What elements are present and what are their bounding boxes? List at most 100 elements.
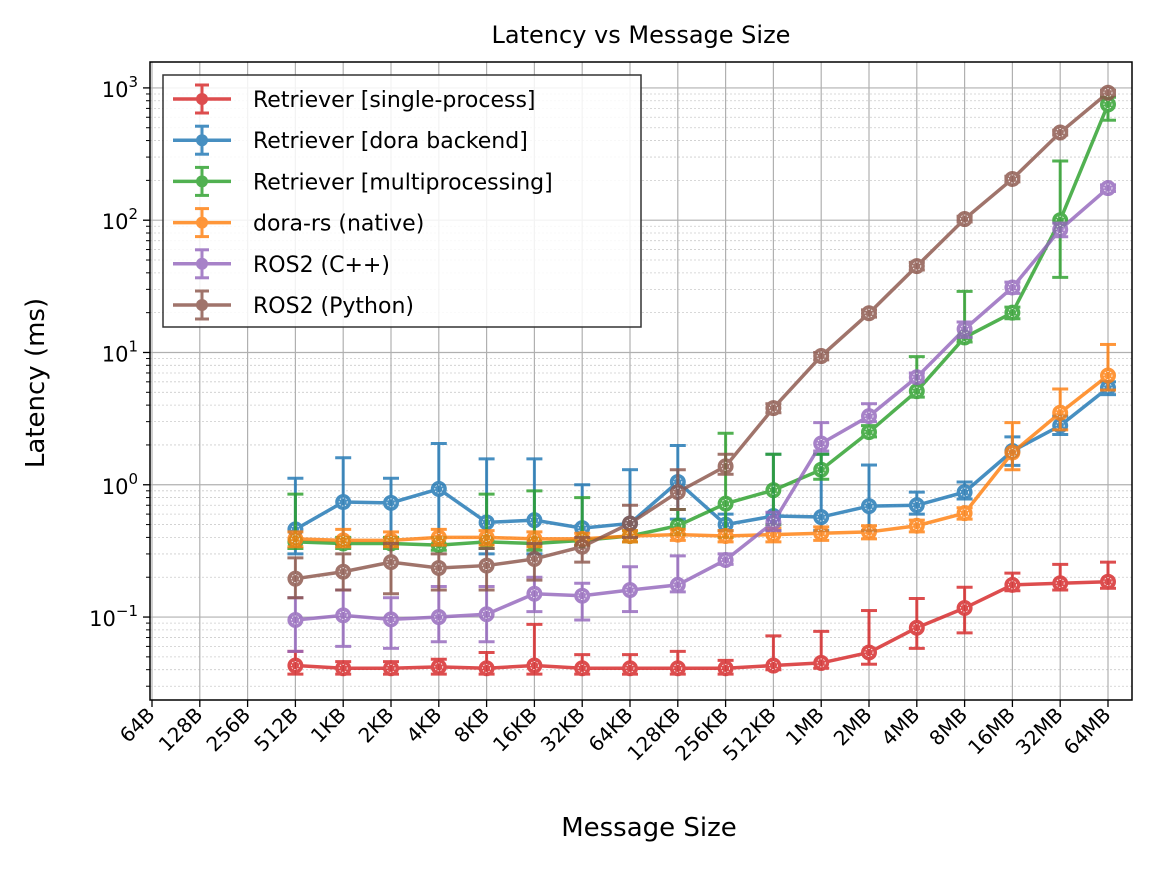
- data-point-inner: [769, 485, 778, 495]
- data-point-inner: [721, 461, 730, 471]
- legend-frame: [162, 74, 642, 328]
- data-point: [335, 494, 352, 511]
- data-point: [717, 527, 734, 544]
- x-tick-label: 256KB: [670, 703, 733, 766]
- series-line: [295, 579, 1109, 671]
- data-point-inner: [673, 580, 683, 590]
- data-point-inner: [625, 585, 635, 595]
- data-point: [813, 435, 830, 452]
- legend-marker: [196, 134, 208, 147]
- x-tick-label: 64B: [115, 703, 160, 748]
- data-point: [717, 458, 734, 475]
- data-point: [430, 559, 447, 576]
- legend-item: [173, 248, 231, 280]
- series-1: [287, 379, 1116, 556]
- data-point-inner: [434, 612, 444, 622]
- x-tick-label: 4MB: [876, 703, 924, 751]
- data-point-inner: [290, 661, 300, 670]
- legend-item: [173, 124, 231, 156]
- data-point-inner: [530, 589, 539, 599]
- data-point: [813, 509, 830, 526]
- data-point: [861, 424, 877, 441]
- data-point-inner: [721, 531, 730, 541]
- x-tick-label: 4KB: [401, 703, 446, 748]
- data-point: [430, 529, 447, 546]
- data-point: [861, 523, 877, 540]
- data-point-inner: [338, 663, 348, 673]
- data-point-inner: [434, 484, 444, 494]
- data-point-inner: [673, 530, 683, 540]
- legend-label: ROS2 (C++): [253, 253, 390, 278]
- data-point: [861, 305, 877, 322]
- data-point-inner: [482, 663, 492, 673]
- legend-label: Retriever [multiprocessing]: [253, 170, 553, 195]
- series-layer: [287, 84, 1116, 677]
- data-point: [1004, 444, 1021, 461]
- data-point: [335, 532, 352, 549]
- data-point: [574, 587, 591, 604]
- y-axis-label: Latency (ms): [21, 298, 51, 468]
- data-point-inner: [434, 533, 444, 542]
- x-axis-label: Message Size: [561, 813, 737, 843]
- data-point-inner: [721, 499, 730, 509]
- data-point: [717, 551, 734, 568]
- data-point-inner: [386, 498, 396, 508]
- data-point-inner: [482, 533, 492, 542]
- x-tick-label: 2MB: [829, 703, 877, 751]
- data-point: [717, 495, 734, 512]
- y-tick-label: 101: [102, 337, 138, 366]
- data-point-inner: [1008, 174, 1017, 184]
- y-tick-label: 100: [102, 470, 138, 499]
- data-point-inner: [721, 663, 730, 673]
- data-point: [1052, 124, 1069, 141]
- data-point: [430, 609, 447, 626]
- data-point-inner: [1008, 448, 1017, 458]
- data-point: [813, 348, 830, 365]
- data-point-inner: [912, 623, 922, 633]
- data-point-inner: [338, 497, 348, 507]
- legend-marker: [196, 257, 208, 270]
- data-point: [956, 505, 973, 522]
- data-point: [622, 515, 638, 532]
- data-point: [478, 529, 495, 546]
- data-point: [478, 660, 495, 677]
- data-point: [1052, 221, 1069, 238]
- data-point: [669, 660, 686, 677]
- data-point: [813, 461, 830, 478]
- data-point-inner: [290, 574, 300, 584]
- data-point: [813, 654, 830, 671]
- data-point-inner: [338, 610, 348, 620]
- legend-marker: [196, 175, 208, 188]
- data-point-inner: [912, 372, 922, 382]
- data-point: [908, 619, 925, 636]
- series-5: [287, 84, 1116, 600]
- data-point: [908, 497, 925, 514]
- data-point-inner: [1103, 88, 1113, 98]
- x-tick-label: 1MB: [781, 703, 829, 751]
- data-point-inner: [769, 661, 778, 670]
- legend-label: Retriever [single-process]: [253, 88, 536, 113]
- series-4: [287, 180, 1116, 653]
- data-point: [383, 494, 399, 511]
- data-point-inner: [386, 557, 396, 567]
- data-point-inner: [1103, 371, 1113, 380]
- legend: Retriever [single-process] Retriever [dor…: [162, 74, 642, 328]
- y-tick-label: 102: [102, 205, 138, 234]
- data-point-inner: [673, 663, 683, 673]
- data-point-inner: [434, 563, 444, 573]
- data-point: [765, 400, 782, 417]
- data-point: [335, 660, 352, 677]
- x-tick-label: 128B: [154, 703, 208, 757]
- legend-marker: [196, 299, 208, 311]
- data-point-inner: [625, 519, 635, 528]
- data-point: [430, 480, 447, 497]
- data-point: [956, 600, 973, 617]
- data-point: [717, 660, 734, 677]
- y-tick-label: 103: [102, 73, 138, 102]
- data-point: [908, 258, 925, 275]
- data-point-inner: [482, 561, 492, 570]
- data-point-inner: [338, 535, 348, 545]
- data-point-inner: [864, 411, 874, 421]
- data-point-inner: [864, 527, 874, 537]
